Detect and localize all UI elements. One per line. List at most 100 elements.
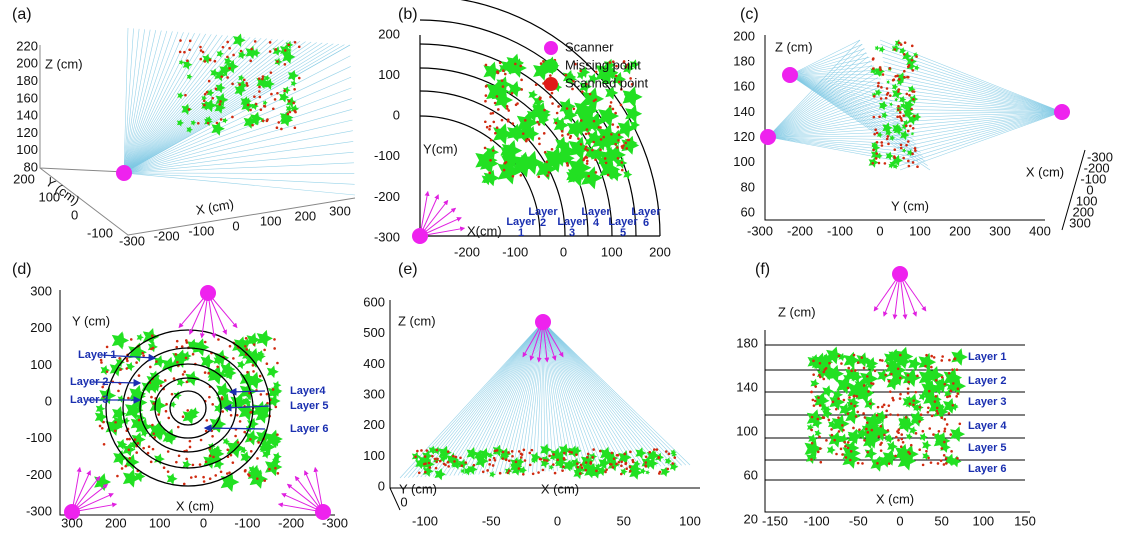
scanned-point: [561, 134, 564, 137]
scanned-point: [925, 450, 928, 453]
scanned-point: [611, 452, 614, 455]
scanned-point: [256, 477, 259, 480]
scanned-point: [414, 455, 417, 458]
scanned-point: [298, 45, 301, 48]
scanned-point: [163, 466, 166, 469]
scanned-point: [175, 461, 178, 464]
scanned-point: [875, 157, 878, 160]
scanned-point: [900, 43, 903, 46]
tick-label: 0: [232, 218, 239, 233]
scanned-point: [562, 465, 565, 468]
scanned-point: [621, 161, 624, 164]
scanned-point: [521, 453, 524, 456]
scanned-point: [881, 144, 884, 147]
scanned-point: [645, 456, 648, 459]
scanned-point: [520, 174, 523, 177]
leaf: [112, 331, 129, 349]
scanned-point: [842, 429, 845, 432]
scanned-point: [453, 460, 456, 463]
scanned-point: [252, 370, 255, 373]
scanned-point: [821, 416, 824, 419]
tick-label: 100: [260, 213, 282, 228]
scanned-point: [898, 41, 901, 44]
scanned-point: [182, 415, 185, 418]
scanned-point: [861, 356, 864, 359]
scanned-point: [532, 473, 535, 476]
scanned-point: [891, 397, 894, 400]
scanned-point: [880, 141, 883, 144]
scanned-point: [959, 422, 962, 425]
leaf: [865, 447, 878, 460]
tick-label: 0: [200, 515, 207, 530]
scanned-point: [167, 470, 170, 473]
scanned-point: [557, 105, 560, 108]
scanned-point: [522, 132, 525, 135]
scanned-point: [881, 359, 884, 362]
scanned-point: [273, 347, 276, 350]
tick-label: -200: [787, 223, 813, 238]
scanned-point: [424, 462, 427, 465]
scanned-point: [946, 423, 949, 426]
scanned-point: [205, 460, 208, 463]
scanned-point: [629, 470, 632, 473]
scanned-point: [218, 103, 221, 106]
tick-label: -300: [322, 515, 348, 530]
scanned-point: [507, 451, 510, 454]
scanned-point: [673, 456, 676, 459]
scanned-point: [149, 366, 152, 369]
scanned-point: [126, 367, 129, 370]
leaf: [167, 473, 178, 485]
scanned-point: [592, 448, 595, 451]
scanned-point: [214, 474, 217, 477]
scanned-point: [914, 147, 917, 150]
scanned-point: [882, 73, 885, 76]
scanned-point: [124, 465, 127, 468]
scanned-point: [841, 453, 844, 456]
scanned-point: [206, 91, 209, 94]
scanned-point: [284, 63, 287, 66]
scanned-point: [856, 411, 859, 414]
scanned-point: [873, 95, 876, 98]
tick-label: 100: [972, 513, 994, 528]
figure: (a)Z (cm)Y (cm)X (cm)2202001801601401201…: [0, 0, 1128, 535]
scanned-point: [269, 50, 272, 53]
scanned-point: [811, 416, 814, 419]
scanned-point: [194, 475, 197, 478]
scanned-point: [489, 125, 492, 128]
scanner: [116, 165, 132, 181]
scanned-point: [586, 162, 589, 165]
scanned-point: [943, 430, 946, 433]
scanned-point: [886, 93, 889, 96]
scanned-point: [956, 392, 959, 395]
scanned-point: [819, 447, 822, 450]
scanned-point: [511, 92, 514, 95]
scanned-point: [214, 60, 217, 63]
scanned-point: [263, 479, 266, 482]
scanned-point: [222, 46, 225, 49]
scanned-point: [505, 458, 508, 461]
scanned-point: [203, 480, 206, 483]
scanned-point: [907, 374, 910, 377]
leaf: [267, 365, 279, 378]
scanned-point: [880, 449, 883, 452]
scanned-point: [609, 105, 612, 108]
axis-label: X (cm): [1026, 164, 1064, 179]
scanned-point: [888, 380, 891, 383]
scanned-point: [879, 443, 882, 446]
scanned-point: [867, 431, 870, 434]
scanned-point: [604, 157, 607, 160]
scanned-point: [920, 413, 923, 416]
scan-ray: [543, 322, 636, 467]
scanned-point: [874, 370, 877, 373]
scanned-point: [245, 82, 248, 85]
scanned-point: [949, 433, 952, 436]
layer-label: Layer 4: [968, 420, 1007, 432]
scanned-point: [614, 112, 617, 115]
scanned-point: [867, 390, 870, 393]
scanned-point: [932, 433, 935, 436]
scanned-point: [152, 448, 155, 451]
scanned-point: [183, 483, 186, 486]
scanned-point: [292, 102, 295, 105]
tick-label: -300: [119, 233, 145, 248]
scanned-point: [907, 392, 910, 395]
